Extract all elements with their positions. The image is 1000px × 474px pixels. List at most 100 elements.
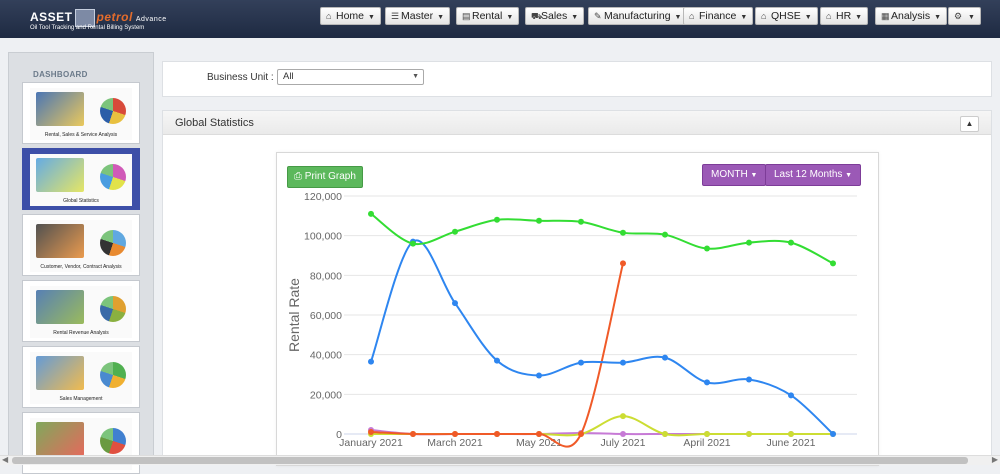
home-icon: ⌂ bbox=[326, 11, 332, 21]
global-statistics-panel: Global Statistics ▲ 0 20,000 40,000 60,000 8… bbox=[162, 110, 992, 466]
scroll-right-icon[interactable]: ▶ bbox=[991, 455, 998, 464]
data-point bbox=[494, 216, 500, 223]
scrollbar-thumb[interactable] bbox=[12, 457, 968, 464]
menu-label: Manufacturing bbox=[604, 10, 671, 22]
menu-manufacturing-button[interactable]: ✎ Manufacturing ▼ bbox=[588, 7, 688, 25]
data-point bbox=[788, 431, 794, 437]
grid-icon: ▦ bbox=[881, 11, 890, 21]
data-point bbox=[578, 359, 584, 366]
pie-chart-icon bbox=[100, 230, 126, 256]
gear-icon: ⚙ bbox=[954, 11, 963, 21]
thumbnail-figure bbox=[36, 290, 84, 324]
dashboard-thumbnail[interactable]: Rental, Sales & Service Analysis bbox=[22, 82, 140, 144]
thumbnail-caption: Rental Revenue Analysis bbox=[53, 330, 109, 336]
data-point bbox=[368, 210, 374, 217]
caret-down-icon: ▼ bbox=[750, 172, 758, 179]
thumbnail-figure bbox=[36, 224, 84, 258]
collapse-button[interactable]: ▲ bbox=[960, 116, 979, 132]
business-unit-value: All bbox=[283, 71, 294, 82]
data-point bbox=[746, 239, 752, 246]
bank-icon: ⌂ bbox=[761, 11, 767, 21]
menu-label: Rental bbox=[472, 10, 503, 22]
caret-down-icon: ▼ bbox=[674, 14, 682, 21]
chart-card: 0 20,000 40,000 60,000 80,000 100,000 120,000 J… bbox=[276, 152, 879, 466]
data-point bbox=[620, 359, 626, 366]
dashboard-thumbnail[interactable]: Global Statistics bbox=[22, 148, 140, 210]
range-dropdown[interactable]: Last 12 Months ▼ bbox=[765, 164, 862, 186]
data-point bbox=[830, 431, 836, 437]
y-tick-label: 60,000 bbox=[310, 310, 342, 322]
range-label: Last 12 Months bbox=[774, 169, 843, 180]
series-line bbox=[370, 239, 834, 435]
data-point bbox=[620, 431, 626, 437]
y-tick-label: 20,000 bbox=[310, 389, 342, 401]
data-point bbox=[536, 431, 542, 437]
business-unit-select[interactable]: All ▼ bbox=[277, 69, 424, 85]
scroll-left-icon[interactable]: ◀ bbox=[2, 455, 9, 464]
caret-down-icon: ▼ bbox=[368, 14, 375, 21]
y-tick-label: 0 bbox=[336, 429, 342, 441]
data-point bbox=[704, 245, 710, 252]
pie-chart-icon bbox=[100, 362, 126, 388]
logo-petrol-text: petrol bbox=[96, 10, 133, 25]
data-point bbox=[452, 228, 458, 235]
cart-icon: ⛟ bbox=[531, 11, 543, 21]
data-point bbox=[620, 413, 626, 420]
menu-sales-button[interactable]: ⛟Sales ▼ bbox=[525, 7, 585, 25]
bank-icon: ⌂ bbox=[689, 11, 695, 21]
x-tick-label: March 2021 bbox=[427, 437, 483, 449]
data-point bbox=[830, 260, 836, 267]
list-icon: ☰ bbox=[391, 11, 400, 21]
menu-finance-button[interactable]: ⌂ Finance ▼ bbox=[683, 7, 754, 25]
horizontal-scrollbar[interactable]: ◀ ▶ bbox=[0, 455, 1000, 465]
caret-down-icon: ▼ bbox=[934, 14, 942, 21]
chevron-up-icon: ▲ bbox=[965, 119, 974, 128]
app-logo[interactable]: ASSET petrol Advance Oil Tool Tracking and… bbox=[30, 5, 190, 35]
rental-rate-chart: 0 20,000 40,000 60,000 80,000 100,000 120,000 J… bbox=[286, 191, 857, 449]
menu-label: QHSE bbox=[771, 10, 801, 22]
menu-label: Sales bbox=[541, 10, 568, 22]
y-tick-label: 100,000 bbox=[304, 231, 342, 243]
dashboard-thumbnail[interactable]: Sales Management bbox=[22, 346, 140, 408]
logo-advance-text: Advance bbox=[135, 16, 167, 24]
thumbnail-figure bbox=[36, 158, 84, 192]
sidebar-title: DASHBOARD bbox=[33, 70, 88, 79]
table-icon: ▤ bbox=[462, 11, 471, 21]
thumbnail-image: Customer, Vendor, Contract Analysis bbox=[30, 220, 132, 272]
menu-label: Master bbox=[401, 10, 434, 22]
x-tick-label: July 2021 bbox=[601, 437, 646, 449]
data-point bbox=[746, 376, 752, 383]
menu-settings-button[interactable]: ⚙ ▼ bbox=[948, 7, 981, 25]
x-tick-label: May 2021 bbox=[516, 437, 562, 449]
menu-qhse-button[interactable]: ⌂ QHSE ▼ bbox=[755, 7, 818, 25]
thumbnail-caption: Global Statistics bbox=[63, 198, 99, 204]
caret-down-icon: ▼ bbox=[437, 14, 445, 21]
pie-chart-icon bbox=[100, 296, 126, 322]
data-point bbox=[662, 354, 668, 361]
menu-rental-button[interactable]: ▤Rental ▼ bbox=[456, 7, 520, 25]
period-dropdown[interactable]: MONTH ▼ bbox=[702, 164, 767, 186]
thumbnail-caption: Customer, Vendor, Contract Analysis bbox=[40, 264, 122, 270]
logo-mark-icon bbox=[74, 9, 95, 27]
dashboard-thumbnail[interactable]: Rental Revenue Analysis bbox=[22, 280, 140, 342]
caret-down-icon: ▼ bbox=[571, 14, 579, 21]
thumbnail-image: Rental Revenue Analysis bbox=[30, 286, 132, 338]
thumbnail-image: Rental, Sales & Service Analysis bbox=[30, 88, 132, 140]
y-tick-label: 80,000 bbox=[310, 270, 342, 282]
dashboard-thumbnail[interactable]: Customer, Vendor, Contract Analysis bbox=[22, 214, 140, 276]
data-point bbox=[368, 429, 374, 436]
data-point bbox=[578, 218, 584, 225]
menu-analysis-button[interactable]: ▦Analysis ▼ bbox=[875, 7, 948, 25]
thumbnail-figure bbox=[36, 422, 84, 456]
menu-master-button[interactable]: ☰ Master ▼ bbox=[385, 7, 451, 25]
menu-hr-button[interactable]: ⌂ HR ▼ bbox=[820, 7, 869, 25]
caret-down-icon: ▼ bbox=[740, 14, 748, 21]
data-point bbox=[452, 431, 458, 437]
print-graph-button[interactable]: ⎙ Print Graph bbox=[287, 166, 363, 188]
thumbnail-caption: Rental, Sales & Service Analysis bbox=[44, 132, 118, 138]
panel-title: Global Statistics bbox=[175, 117, 254, 129]
x-tick-label: June 2021 bbox=[766, 437, 815, 449]
data-point bbox=[536, 372, 542, 379]
menu-home-button[interactable]: ⌂ Home ▼ bbox=[320, 7, 381, 25]
y-tick-label: 40,000 bbox=[310, 350, 342, 362]
